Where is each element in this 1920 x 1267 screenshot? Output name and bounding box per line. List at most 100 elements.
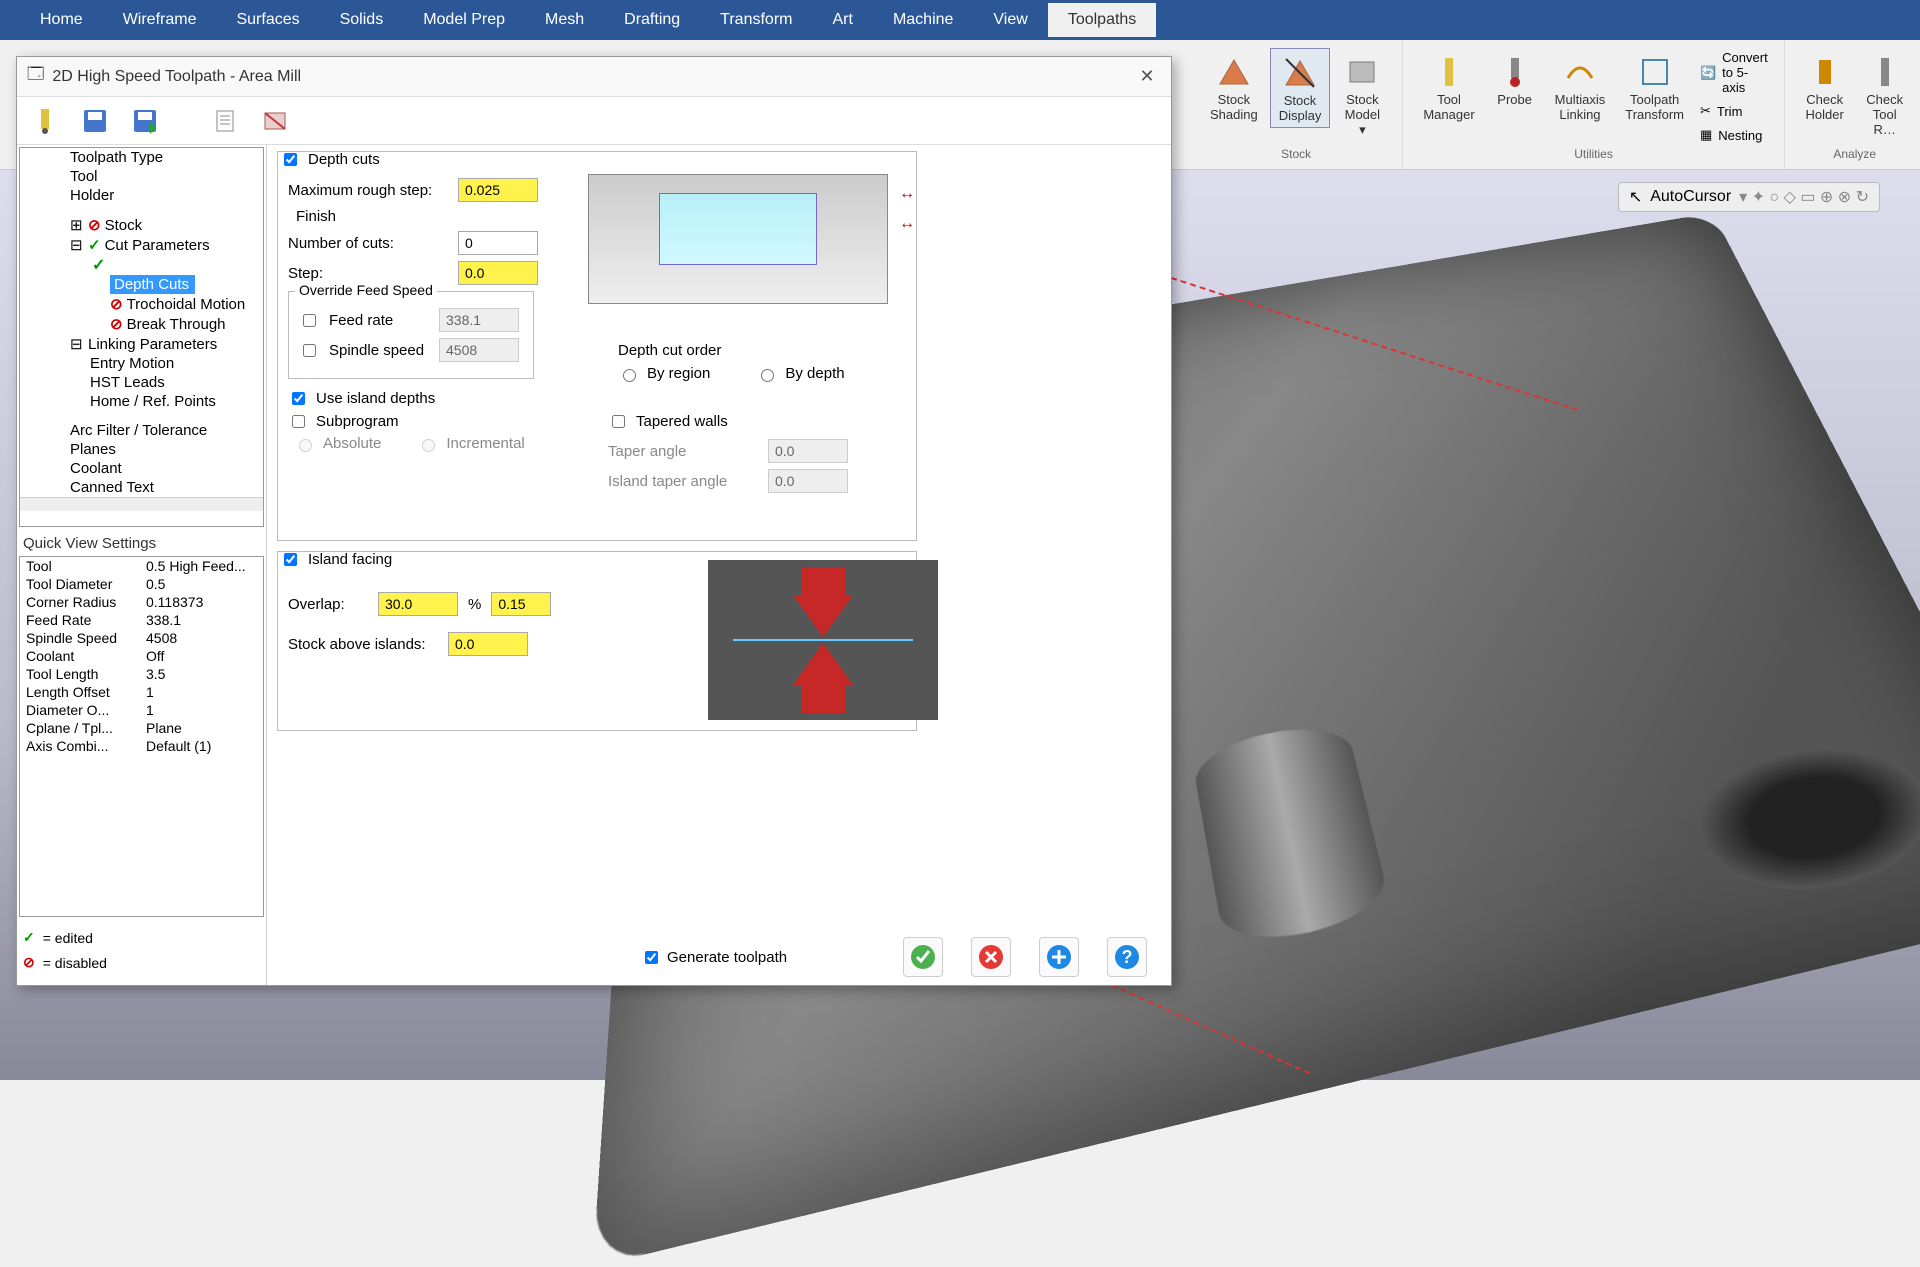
subprogram-label: Subprogram <box>316 413 399 430</box>
tab-transform[interactable]: Transform <box>700 3 812 37</box>
tree-break-through[interactable]: ⊘ Break Through <box>20 314 263 334</box>
toolpath-transform-icon <box>1635 52 1675 92</box>
tab-drafting[interactable]: Drafting <box>604 3 700 37</box>
step-input[interactable] <box>458 261 538 285</box>
settings-panel: Depth cuts Maximum rough step: Finish Nu… <box>267 145 1171 985</box>
overlap-val-input[interactable] <box>491 592 551 616</box>
multiaxis-linking-icon <box>1560 52 1600 92</box>
ribbon-tabs: Home Wireframe Surfaces Solids Model Pre… <box>0 0 1920 40</box>
tab-solids[interactable]: Solids <box>320 3 404 37</box>
island-facing-diagram <box>708 560 938 720</box>
num-cuts-input[interactable] <box>458 231 538 255</box>
stock-model-icon <box>1342 52 1382 92</box>
convert-5axis-button[interactable]: 🔄Convert to 5-axis <box>1696 48 1772 97</box>
tab-mesh[interactable]: Mesh <box>525 3 604 37</box>
tree-tool[interactable]: Tool <box>20 167 263 186</box>
defaults-button[interactable] <box>209 105 241 137</box>
svg-text:?: ? <box>1122 947 1133 967</box>
nesting-button[interactable]: ▦Nesting <box>1696 125 1772 145</box>
max-rough-input[interactable] <box>458 178 538 202</box>
legend: ✓= edited ⊘= disabled <box>19 917 264 983</box>
override-feed-group: Override Feed Speed Feed rate Spindle sp… <box>288 291 534 379</box>
overlap-pct-input[interactable] <box>378 592 458 616</box>
help-button[interactable]: ? <box>1107 937 1147 977</box>
by-region-radio[interactable] <box>623 369 636 382</box>
stock-shading-icon <box>1214 52 1254 92</box>
pct-symbol: % <box>468 596 481 613</box>
viewport-hole <box>1677 729 1920 911</box>
trim-icon: ✂ <box>1700 103 1711 119</box>
tree-arc-filter[interactable]: Arc Filter / Tolerance <box>20 421 263 440</box>
check-tool-button[interactable]: Check Tool R… <box>1857 48 1913 141</box>
tree-planes[interactable]: Planes <box>20 440 263 459</box>
stock-display-button[interactable]: Stock Display <box>1270 48 1331 128</box>
subprogram-checkbox[interactable] <box>292 415 305 428</box>
tab-toolpaths[interactable]: Toolpaths <box>1048 3 1157 37</box>
feedrate-input <box>439 308 519 332</box>
num-cuts-label: Number of cuts: <box>288 235 448 252</box>
stock-model-button[interactable]: Stock Model ▾ <box>1334 48 1390 142</box>
tool-icon-button[interactable] <box>29 105 61 137</box>
tab-wireframe[interactable]: Wireframe <box>103 3 217 37</box>
tree-toolpath-type[interactable]: Toolpath Type <box>20 148 263 167</box>
tab-modelprep[interactable]: Model Prep <box>403 3 525 37</box>
depth-cuts-checkbox[interactable] <box>284 153 297 166</box>
apply-button[interactable] <box>1039 937 1079 977</box>
feedrate-cb-label: Feed rate <box>329 312 429 329</box>
check-holder-button[interactable]: Check Holder <box>1797 48 1853 126</box>
feedrate-checkbox[interactable] <box>303 314 316 327</box>
island-depths-checkbox[interactable] <box>292 392 305 405</box>
tree-home-ref[interactable]: Home / Ref. Points <box>20 392 263 411</box>
by-depth-radio[interactable] <box>761 369 774 382</box>
spindle-checkbox[interactable] <box>303 344 316 357</box>
overlap-label: Overlap: <box>288 596 368 613</box>
tree-cut-parameters[interactable]: ⊟✓ Cut Parameters <box>20 235 263 255</box>
tree-hscroll[interactable] <box>20 497 263 511</box>
save-to-button[interactable] <box>129 105 161 137</box>
tree-canned-text[interactable]: Canned Text <box>20 478 263 497</box>
tool-manager-button[interactable]: Tool Manager <box>1415 48 1482 126</box>
stock-display-icon <box>1280 53 1320 93</box>
tab-surfaces[interactable]: Surfaces <box>216 3 319 37</box>
disable-button[interactable] <box>259 105 291 137</box>
island-facing-checkbox[interactable] <box>284 553 297 566</box>
depth-order-group: Depth cut order By region By depth <box>618 342 845 382</box>
autocursor-toolbar[interactable]: ↖ AutoCursor ▾ ✦ ○ ◇ ▭ ⊕ ⊗ ↻ <box>1618 182 1880 212</box>
probe-button[interactable]: Probe <box>1487 48 1543 111</box>
by-depth-label: By depth <box>785 365 844 382</box>
ok-button[interactable] <box>903 937 943 977</box>
generate-label: Generate toolpath <box>667 949 787 966</box>
tree-coolant[interactable]: Coolant <box>20 459 263 478</box>
stock-above-input[interactable] <box>448 632 528 656</box>
tree-depth-cuts[interactable]: Depth Cuts <box>110 275 195 294</box>
generate-toolpath-checkbox[interactable] <box>645 951 658 964</box>
autocursor-label: AutoCursor <box>1650 188 1731 206</box>
tab-view[interactable]: View <box>973 3 1047 37</box>
trim-button[interactable]: ✂Trim <box>1696 101 1772 121</box>
save-button[interactable] <box>79 105 111 137</box>
toolpath-transform-button[interactable]: Toolpath Transform <box>1617 48 1692 126</box>
close-button[interactable]: ✕ <box>1133 63 1161 91</box>
viewport-boss <box>1190 717 1392 951</box>
tab-home[interactable]: Home <box>20 3 103 37</box>
depth-cuts-group: Depth cuts Maximum rough step: Finish Nu… <box>277 151 917 541</box>
tree-stock[interactable]: ⊞⊘ Stock <box>20 215 263 235</box>
stock-shading-button[interactable]: Stock Shading <box>1202 48 1266 126</box>
tree-entry-motion[interactable]: Entry Motion <box>20 354 263 373</box>
parameter-tree[interactable]: Toolpath Type Tool Holder ⊞⊘ Stock ⊟✓ Cu… <box>19 147 264 527</box>
tab-machine[interactable]: Machine <box>873 3 973 37</box>
dialog-icon: 🗔 <box>27 63 44 90</box>
island-taper-label: Island taper angle <box>608 473 758 490</box>
multiaxis-linking-button[interactable]: Multiaxis Linking <box>1547 48 1614 126</box>
tab-art[interactable]: Art <box>812 3 872 37</box>
tree-hst-leads[interactable]: HST Leads <box>20 373 263 392</box>
tree-holder[interactable]: Holder <box>20 186 263 205</box>
tapered-walls-checkbox[interactable] <box>612 415 625 428</box>
nesting-icon: ▦ <box>1700 127 1712 143</box>
cancel-button[interactable] <box>971 937 1011 977</box>
tree-linking[interactable]: ⊟Linking Parameters <box>20 334 263 354</box>
tree-trochoidal[interactable]: ⊘ Trochoidal Motion <box>20 294 263 314</box>
tapered-walls-group: Tapered walls Taper angle Island taper a… <box>608 412 848 499</box>
quickview-table: Tool0.5 High Feed... Tool Diameter0.5 Co… <box>19 556 264 917</box>
incremental-label: Incremental <box>446 435 524 452</box>
